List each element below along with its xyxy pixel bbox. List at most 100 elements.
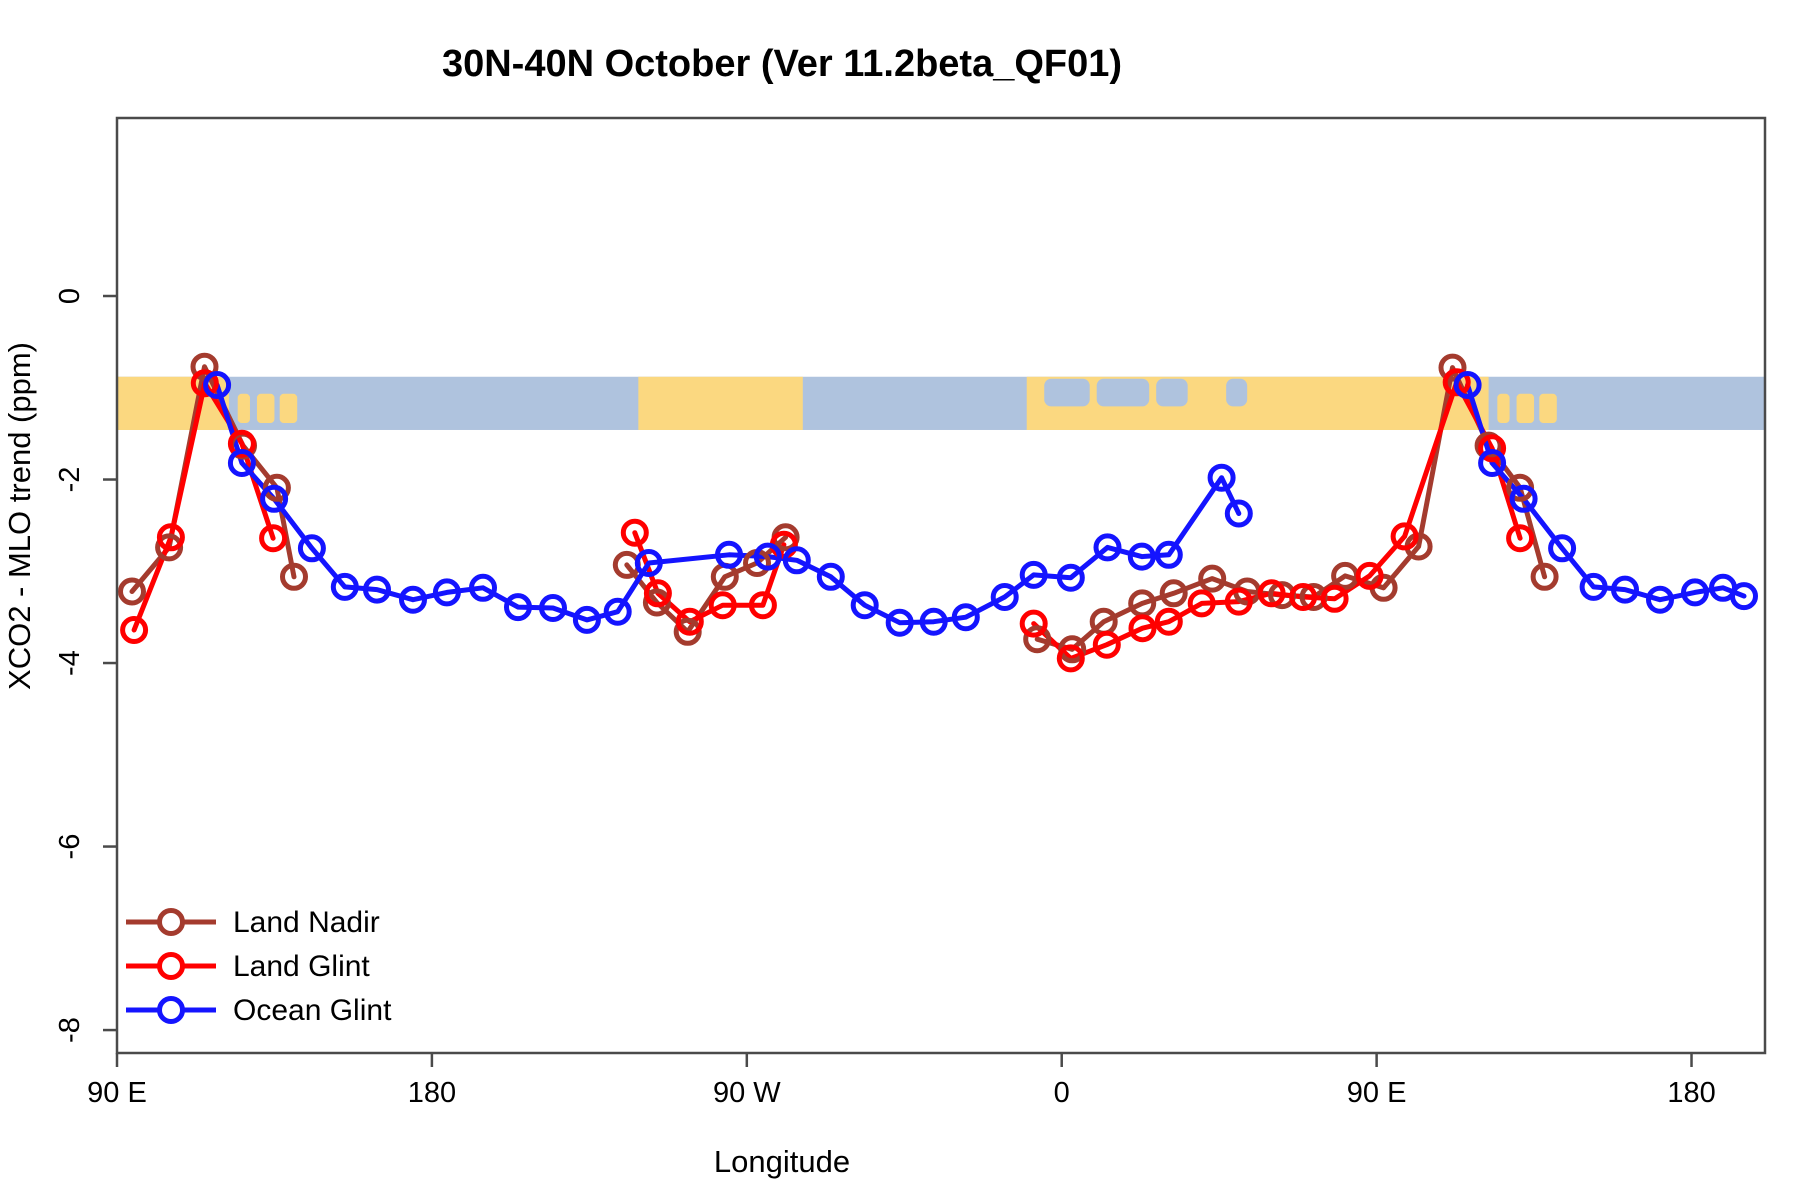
data-point-ocean-glint (990, 583, 1019, 611)
data-point-land-nadir (1530, 562, 1559, 591)
data-point-land-glint (748, 591, 777, 620)
map-island-japan-wrap (1497, 393, 1510, 424)
map-ocean-band (117, 376, 1765, 430)
data-point-ocean-glint (1127, 542, 1156, 571)
x-tick-label: 0 (1054, 1077, 1070, 1109)
data-point-land-glint (156, 523, 185, 552)
legend-marker-open-circle (157, 952, 185, 980)
data-point-ocean-glint (1681, 578, 1709, 607)
map-band-layer (117, 376, 1765, 430)
legend-marker-open-circle (157, 996, 185, 1024)
data-point-land-nadir (262, 473, 291, 502)
data-point-ocean-glint (1646, 585, 1674, 614)
data-point-ocean-glint (634, 549, 663, 577)
map-sea-caspian (1226, 378, 1248, 407)
y-tick-label: -8 (54, 1017, 86, 1043)
data-point-ocean-glint (603, 597, 632, 626)
data-point-ocean-glint (203, 371, 232, 399)
legend-label: Land Nadir (233, 906, 380, 939)
data-point-ocean-glint (1453, 371, 1482, 399)
legend-item-land-glint: Land Glint (126, 950, 370, 983)
plot-box (115, 116, 1767, 1055)
legend-marker-open-circle (157, 908, 185, 936)
data-point-ocean-glint (1730, 582, 1758, 611)
map-island-japan (237, 393, 250, 424)
data-point-ocean-glint (1478, 449, 1507, 477)
data-point-ocean-glint (1579, 572, 1608, 601)
data-point-ocean-glint (816, 562, 845, 591)
data-point-land-glint (1289, 583, 1318, 611)
data-point-ocean-glint (753, 542, 782, 571)
data-point-ocean-glint (297, 534, 326, 563)
data-point-land-glint (259, 524, 288, 553)
data-point-ocean-glint (572, 605, 601, 634)
x-axis-label: Longitude (714, 1144, 850, 1179)
data-point-land-glint (620, 518, 649, 547)
data-point-land-glint (708, 591, 737, 620)
data-point-land-glint (1478, 434, 1507, 463)
data-point-ocean-glint (432, 578, 461, 607)
data-point-land-nadir (1438, 353, 1467, 382)
data-point-ocean-glint (782, 546, 811, 575)
data-point-land-glint (1355, 561, 1384, 590)
data-point-ocean-glint (919, 607, 948, 636)
data-point-land-glint (1056, 644, 1085, 673)
data-point-land-glint (1257, 579, 1286, 608)
series-layer (118, 352, 1758, 673)
x-tick-label: 90 W (713, 1077, 781, 1109)
data-point-ocean-glint (715, 540, 743, 569)
data-point-land-glint (675, 607, 704, 636)
legend-label: Ocean Glint (233, 994, 392, 1027)
data-point-ocean-glint (1611, 575, 1639, 604)
data-point-land-glint (1154, 607, 1183, 636)
data-point-ocean-glint (1207, 463, 1236, 492)
data-point-land-nadir (190, 352, 219, 381)
x-tick-label: 90 E (1347, 1077, 1407, 1109)
map-land-north-america (638, 376, 803, 430)
data-point-ocean-glint (539, 594, 567, 622)
data-point-land-glint (227, 429, 256, 458)
chart-title: 30N-40N October (Ver 11.2beta_QF01) (442, 43, 1122, 85)
data-point-ocean-glint (363, 575, 391, 604)
data-point-land-glint (1390, 522, 1419, 551)
map-island-japan (256, 393, 275, 424)
legend-item-ocean-glint: Ocean Glint (126, 994, 392, 1027)
x-tick-label: 90 E (87, 1077, 147, 1109)
data-point-ocean-glint (1154, 540, 1183, 569)
x-tick-label: 180 (1667, 1077, 1715, 1109)
data-point-land-glint (1320, 584, 1349, 613)
data-point-land-glint (643, 579, 672, 608)
data-point-land-glint (1224, 587, 1253, 616)
map-sea-mediterranean-central (1096, 378, 1150, 407)
data-point-ocean-glint (951, 603, 980, 632)
legend-label: Land Glint (233, 950, 370, 983)
legend: Land Nadir Land Glint Ocean Glint (126, 906, 392, 1027)
y-tick-label: -2 (54, 467, 86, 493)
axes-frame-layer: 90 E 180 90 W 0 90 E 180 0 -2 -4 -6 -8 (54, 116, 1767, 1109)
y-tick-label: -4 (54, 650, 86, 676)
data-point-land-glint (1019, 609, 1048, 638)
data-point-land-nadir (1198, 564, 1227, 593)
data-point-ocean-glint (850, 591, 879, 620)
map-land-asia-east (117, 376, 229, 430)
data-point-land-glint (120, 616, 149, 644)
data-point-land-glint (1128, 614, 1157, 643)
data-point-ocean-glint (1056, 563, 1085, 592)
x-tick-label: 180 (408, 1077, 456, 1109)
data-point-ocean-glint (1019, 560, 1048, 589)
data-point-ocean-glint (227, 449, 256, 477)
map-island-japan (279, 393, 298, 424)
data-point-ocean-glint (1509, 484, 1538, 513)
legend-item-land-nadir: Land Nadir (126, 906, 380, 939)
data-point-ocean-glint (330, 572, 359, 601)
y-tick-label: 0 (54, 288, 86, 304)
y-axis-label: XCO2 - MLO trend (ppm) (2, 342, 37, 690)
data-point-land-nadir (118, 577, 146, 606)
data-point-ocean-glint (885, 608, 914, 637)
data-point-ocean-glint (1548, 534, 1577, 563)
data-point-ocean-glint (469, 573, 497, 602)
data-point-land-glint (1506, 524, 1535, 553)
data-point-ocean-glint (260, 484, 289, 513)
data-point-land-glint (190, 369, 219, 398)
